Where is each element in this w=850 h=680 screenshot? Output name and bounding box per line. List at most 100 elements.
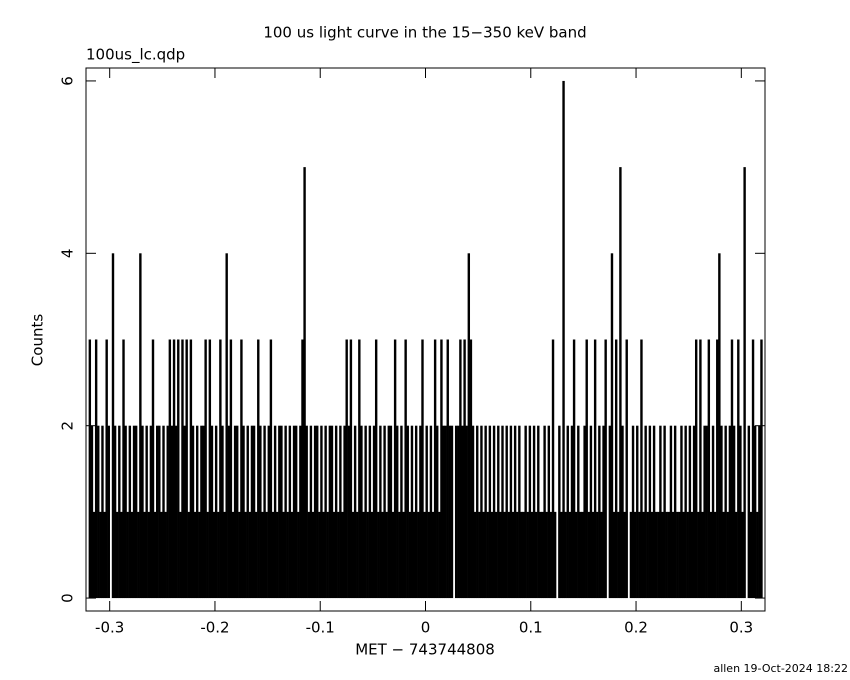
- bar: [509, 425, 513, 599]
- bar: [97, 425, 100, 599]
- bar: [128, 425, 132, 599]
- bar: [221, 425, 224, 599]
- bar: [488, 425, 492, 599]
- bar: [425, 425, 428, 599]
- bar: [132, 425, 136, 599]
- bar: [358, 339, 361, 599]
- bar: [610, 253, 614, 599]
- x-tick-label: 0.1: [519, 619, 543, 637]
- bar: [141, 425, 144, 599]
- bar: [760, 339, 763, 599]
- bar: [339, 425, 342, 599]
- bar: [360, 425, 363, 599]
- bar: [259, 425, 262, 599]
- bar: [116, 511, 119, 599]
- bar: [728, 425, 732, 599]
- bar: [749, 511, 753, 599]
- bar: [709, 511, 713, 599]
- bar: [208, 339, 212, 599]
- bar: [598, 425, 601, 599]
- bar: [410, 425, 414, 599]
- bar: [174, 425, 178, 599]
- bar: [334, 425, 338, 599]
- bar: [591, 511, 595, 599]
- bar: [507, 511, 511, 599]
- bar: [145, 425, 148, 599]
- bar: [625, 339, 628, 599]
- bar: [484, 425, 487, 599]
- bar: [623, 511, 626, 599]
- bar: [743, 167, 746, 599]
- bar: [396, 425, 399, 599]
- bar: [518, 425, 521, 599]
- bar: [103, 511, 106, 599]
- bar: [305, 425, 308, 599]
- bar: [412, 511, 416, 599]
- bar: [522, 511, 525, 599]
- bar: [250, 425, 254, 599]
- bar: [88, 339, 92, 599]
- bar: [587, 511, 591, 599]
- bar: [229, 339, 233, 599]
- bar: [492, 425, 496, 599]
- bar: [151, 339, 155, 599]
- bar: [753, 425, 757, 599]
- bar: [290, 511, 294, 599]
- bar: [581, 511, 584, 599]
- bar: [307, 511, 311, 599]
- bar: [718, 253, 721, 599]
- bar: [629, 511, 633, 599]
- bar: [520, 511, 523, 599]
- bar: [497, 425, 500, 599]
- bar: [90, 425, 94, 599]
- bar: [482, 511, 485, 599]
- bar: [703, 425, 706, 599]
- bar: [730, 339, 734, 599]
- bar: [431, 511, 435, 599]
- bar: [244, 511, 247, 599]
- bar: [311, 511, 315, 599]
- bar: [160, 511, 163, 599]
- y-tick-label: 0: [59, 593, 77, 603]
- bar: [242, 425, 245, 599]
- bar: [570, 425, 574, 599]
- bar: [680, 425, 683, 599]
- bar: [278, 425, 281, 599]
- bar: [417, 511, 420, 599]
- bar: [177, 339, 180, 599]
- bar: [716, 339, 719, 599]
- bar: [101, 425, 104, 599]
- bar: [501, 425, 504, 599]
- bar: [541, 511, 544, 599]
- bar: [568, 511, 572, 599]
- bar: [263, 425, 266, 599]
- bar: [734, 511, 738, 599]
- bar: [688, 425, 692, 599]
- bar: [537, 425, 540, 599]
- y-tick-label: 2: [59, 421, 77, 431]
- bar: [198, 511, 201, 599]
- bar: [347, 425, 351, 599]
- bar: [204, 339, 207, 599]
- bar: [429, 425, 433, 599]
- y-tick-label: 4: [59, 249, 77, 259]
- bar: [713, 511, 717, 599]
- bar: [465, 425, 468, 599]
- bar: [737, 339, 740, 599]
- bar: [612, 511, 616, 599]
- bar: [480, 425, 483, 599]
- bar: [210, 425, 214, 599]
- bar: [631, 425, 635, 599]
- bar: [654, 511, 658, 599]
- bar: [526, 511, 529, 599]
- bar: [139, 253, 142, 599]
- bar: [686, 511, 689, 599]
- bar: [577, 425, 580, 599]
- bar: [343, 425, 346, 599]
- bar: [454, 425, 458, 599]
- bar: [608, 425, 612, 599]
- bar: [486, 511, 489, 599]
- bar: [219, 339, 222, 599]
- bar: [166, 425, 169, 599]
- bar: [130, 511, 134, 599]
